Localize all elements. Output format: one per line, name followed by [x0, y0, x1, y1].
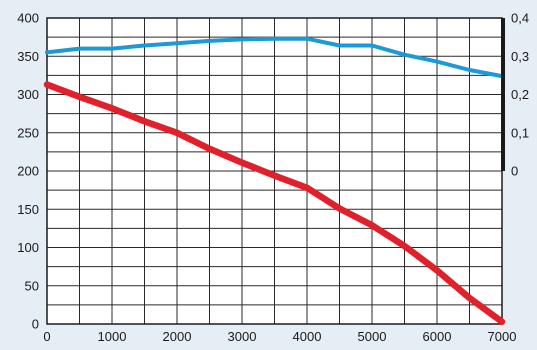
y-left-tick-label: 400 — [17, 11, 39, 26]
y-left-tick-label: 100 — [17, 240, 39, 255]
y-left-tick-label: 250 — [17, 125, 39, 140]
series-layer — [43, 36, 506, 325]
x-tick-label: 2000 — [163, 329, 192, 344]
y-left-tick-label: 150 — [17, 202, 39, 217]
x-tick-label: 0 — [43, 329, 50, 344]
series-line-red — [43, 81, 506, 325]
x-tick-label: 7000 — [488, 329, 517, 344]
x-axis: 0 1000 2000 3000 4000 5000 6000 7000 — [43, 329, 516, 344]
y-left-tick-label: 200 — [17, 164, 39, 179]
x-tick-label: 6000 — [423, 329, 452, 344]
y-right-tick-label: 0 — [511, 164, 518, 179]
x-tick-label: 5000 — [358, 329, 387, 344]
y-left-tick-label: 350 — [17, 49, 39, 64]
y-right-tick-label: 0,4 — [511, 11, 529, 26]
y-right-tick-label: 0,1 — [511, 125, 529, 140]
y-left-tick-label: 50 — [25, 278, 39, 293]
y-axis-left: 0 50 100 150 200 250 300 350 400 — [17, 11, 39, 332]
x-tick-label: 4000 — [293, 329, 322, 344]
y-right-tick-label: 0,2 — [511, 87, 529, 102]
y-left-tick-label: 300 — [17, 87, 39, 102]
x-tick-label: 3000 — [228, 329, 257, 344]
series-line-blue — [45, 36, 504, 79]
x-tick-label: 1000 — [98, 329, 127, 344]
y-right-tick-label: 0,3 — [511, 49, 529, 64]
y-axis-right: 0 0,1 0,2 0,3 0,4 — [501, 11, 529, 179]
y-left-tick-label: 0 — [32, 317, 39, 332]
